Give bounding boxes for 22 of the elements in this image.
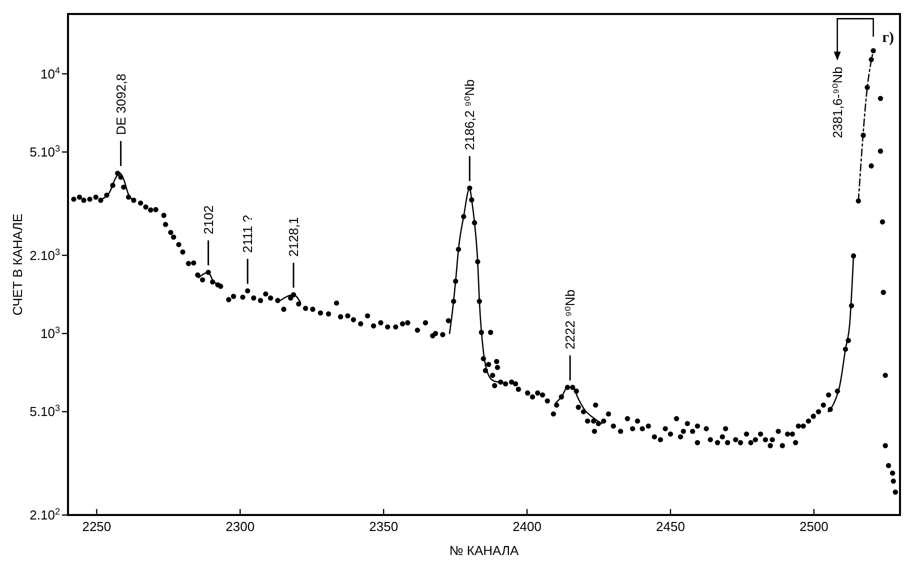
annotation: 2381,6-⁹⁰Nb — [830, 66, 845, 138]
x-tick-label: 2400 — [512, 519, 542, 534]
annotation: 2128,1 — [286, 216, 302, 257]
y-tick-label: 5.10$^{3}$ — [30, 403, 60, 420]
y-tick-label: 2.10$^{3}$ — [30, 246, 60, 263]
y-tick-label: 2.10$^{2}$ — [30, 506, 60, 523]
x-tick-label: 2500 — [799, 519, 828, 534]
y-tick-label: 10$^{3}$ — [40, 325, 60, 342]
annotation: 2186,2 ⁹⁰Nb — [462, 79, 478, 150]
y-axis-title: СЧЕТ В КАНАЛЕ — [10, 213, 25, 316]
x-tick-label: 2450 — [656, 519, 685, 534]
y-tick-label: 10$^{4}$ — [40, 65, 60, 82]
annotation: г) — [882, 30, 894, 46]
annotation: 2222 ⁹⁰Nb — [562, 289, 578, 350]
x-tick-label: 2300 — [226, 519, 255, 534]
annotation: 2111 ? — [240, 214, 256, 253]
x-tick-label: 2350 — [369, 519, 398, 534]
x-tick-label: 2250 — [82, 519, 112, 534]
x-axis-title: № КАНАЛА — [449, 543, 519, 558]
annotation: DE 3092,8 — [113, 74, 128, 136]
annotation: 2102 — [200, 205, 216, 234]
y-tick-label: 5.10$^{3}$ — [30, 144, 60, 160]
